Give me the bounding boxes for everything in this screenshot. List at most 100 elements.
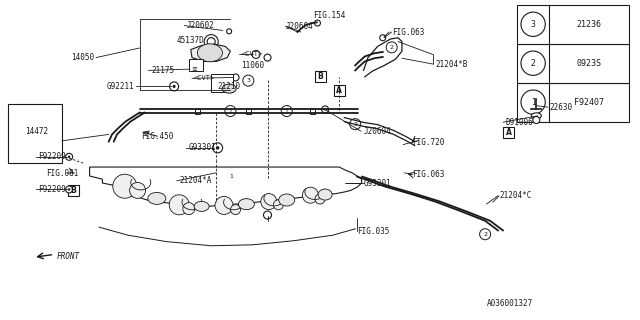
Circle shape — [261, 194, 277, 210]
Text: 2: 2 — [353, 122, 357, 127]
Circle shape — [337, 178, 347, 188]
Text: 21204*A: 21204*A — [179, 176, 212, 185]
Text: FIG.063: FIG.063 — [392, 28, 424, 36]
Circle shape — [340, 181, 344, 185]
Circle shape — [216, 146, 220, 149]
Bar — [333, 85, 345, 96]
Text: 14472: 14472 — [26, 127, 49, 136]
Text: G93301: G93301 — [188, 143, 216, 152]
Polygon shape — [90, 167, 362, 206]
Bar — [68, 185, 79, 196]
Circle shape — [170, 82, 179, 91]
Circle shape — [183, 203, 195, 215]
Text: J20604: J20604 — [364, 127, 391, 136]
Text: FIG.035: FIG.035 — [357, 227, 390, 236]
Circle shape — [386, 42, 397, 53]
Text: 0923S: 0923S — [577, 59, 602, 68]
Bar — [211, 74, 233, 92]
Circle shape — [322, 106, 328, 113]
Circle shape — [521, 90, 545, 114]
Text: D91006: D91006 — [506, 118, 533, 127]
Circle shape — [533, 116, 540, 124]
Circle shape — [380, 35, 386, 41]
Bar — [8, 104, 62, 163]
Circle shape — [130, 182, 146, 198]
Circle shape — [349, 119, 361, 130]
Bar — [517, 44, 629, 83]
Text: 2: 2 — [483, 232, 487, 237]
Circle shape — [66, 153, 72, 160]
Text: F92407: F92407 — [574, 98, 604, 107]
Text: 1: 1 — [230, 173, 234, 179]
Text: FIG.081: FIG.081 — [46, 169, 79, 178]
Text: 3: 3 — [246, 78, 250, 83]
Ellipse shape — [279, 194, 295, 206]
Bar — [189, 59, 204, 71]
Polygon shape — [191, 44, 230, 61]
Text: A: A — [336, 86, 342, 95]
Circle shape — [215, 196, 233, 214]
Ellipse shape — [222, 84, 236, 93]
Text: B: B — [317, 72, 323, 81]
Text: FIG.720: FIG.720 — [412, 138, 445, 147]
Text: 22630: 22630 — [549, 103, 572, 112]
Circle shape — [204, 35, 218, 49]
Circle shape — [226, 171, 237, 181]
Circle shape — [232, 74, 239, 81]
Bar — [195, 108, 200, 114]
Text: 1: 1 — [228, 108, 232, 114]
Bar — [503, 127, 515, 138]
Text: 1: 1 — [285, 108, 289, 114]
Text: G93301: G93301 — [364, 179, 391, 188]
Circle shape — [207, 38, 215, 46]
Text: ≡: ≡ — [191, 66, 197, 72]
Text: A036001327: A036001327 — [486, 299, 532, 308]
Circle shape — [281, 106, 292, 116]
Circle shape — [68, 156, 70, 158]
Text: 11060: 11060 — [241, 61, 264, 70]
Circle shape — [479, 229, 491, 240]
Text: FIG.063: FIG.063 — [412, 170, 445, 179]
Circle shape — [314, 20, 321, 26]
Circle shape — [113, 174, 137, 198]
Text: 21204*B: 21204*B — [435, 60, 468, 68]
Text: 2: 2 — [531, 59, 536, 68]
Bar — [314, 71, 326, 82]
Text: 3: 3 — [531, 20, 536, 29]
Ellipse shape — [194, 201, 209, 212]
Text: F92209: F92209 — [38, 152, 66, 161]
Circle shape — [264, 54, 271, 61]
Bar — [517, 5, 629, 44]
Text: 21204*C: 21204*C — [499, 191, 532, 200]
Ellipse shape — [197, 44, 223, 62]
Text: 1: 1 — [531, 98, 536, 107]
Circle shape — [252, 51, 260, 59]
Circle shape — [227, 29, 232, 34]
Text: 21175: 21175 — [151, 66, 174, 75]
Bar — [517, 83, 629, 122]
Ellipse shape — [531, 113, 541, 119]
Text: <CVT>: <CVT> — [193, 76, 214, 81]
Circle shape — [521, 12, 545, 36]
Text: FIG.450: FIG.450 — [141, 132, 173, 140]
Text: 2: 2 — [390, 45, 394, 50]
Text: F92209: F92209 — [38, 185, 66, 194]
Circle shape — [212, 143, 223, 153]
Circle shape — [324, 108, 326, 111]
Text: 21236: 21236 — [577, 20, 602, 29]
Text: FRONT: FRONT — [56, 252, 79, 261]
Circle shape — [303, 187, 319, 203]
Circle shape — [315, 194, 325, 204]
Circle shape — [225, 106, 236, 116]
Text: J20604: J20604 — [285, 22, 313, 31]
Text: G92211: G92211 — [107, 82, 134, 91]
Text: 14050: 14050 — [72, 53, 95, 62]
Circle shape — [68, 188, 70, 191]
Circle shape — [173, 85, 175, 88]
Ellipse shape — [318, 189, 332, 200]
Circle shape — [273, 200, 284, 210]
Text: 45137D: 45137D — [177, 36, 204, 44]
Text: B: B — [71, 186, 76, 195]
Ellipse shape — [239, 199, 255, 210]
Circle shape — [264, 211, 271, 219]
